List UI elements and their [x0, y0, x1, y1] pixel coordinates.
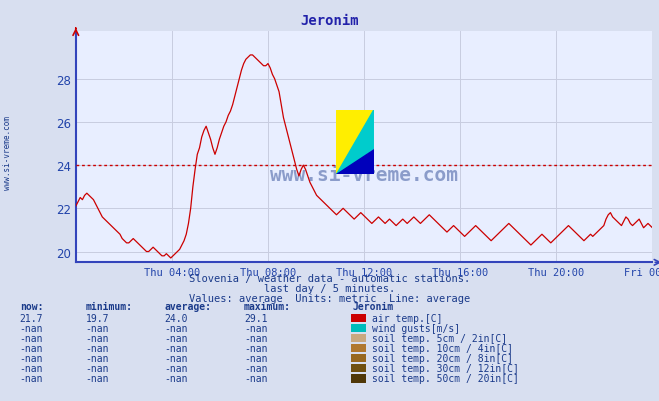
- Text: -nan: -nan: [165, 363, 188, 373]
- Text: Values: average  Units: metric  Line: average: Values: average Units: metric Line: aver…: [189, 294, 470, 304]
- Text: last day / 5 minutes.: last day / 5 minutes.: [264, 284, 395, 294]
- Text: -nan: -nan: [244, 363, 268, 373]
- Text: -nan: -nan: [244, 373, 268, 383]
- Text: soil temp. 5cm / 2in[C]: soil temp. 5cm / 2in[C]: [372, 333, 507, 343]
- Text: -nan: -nan: [86, 323, 109, 333]
- Text: -nan: -nan: [20, 333, 43, 343]
- Text: -nan: -nan: [165, 323, 188, 333]
- Polygon shape: [337, 149, 374, 175]
- Text: maximum:: maximum:: [244, 302, 291, 312]
- Text: wind gusts[m/s]: wind gusts[m/s]: [372, 323, 461, 333]
- Text: -nan: -nan: [20, 373, 43, 383]
- Text: -nan: -nan: [20, 353, 43, 363]
- Polygon shape: [337, 111, 374, 175]
- Text: www.si-vreme.com: www.si-vreme.com: [3, 115, 13, 189]
- Text: -nan: -nan: [165, 343, 188, 353]
- Text: -nan: -nan: [86, 343, 109, 353]
- Text: -nan: -nan: [86, 333, 109, 343]
- Text: -nan: -nan: [20, 323, 43, 333]
- Polygon shape: [337, 111, 374, 175]
- Text: -nan: -nan: [244, 343, 268, 353]
- Text: Jeronim: Jeronim: [301, 14, 358, 28]
- Text: 19.7: 19.7: [86, 313, 109, 323]
- Text: 21.7: 21.7: [20, 313, 43, 323]
- Text: -nan: -nan: [165, 373, 188, 383]
- Text: -nan: -nan: [86, 353, 109, 363]
- Text: -nan: -nan: [244, 333, 268, 343]
- Text: -nan: -nan: [86, 373, 109, 383]
- Text: 29.1: 29.1: [244, 313, 268, 323]
- Text: soil temp. 50cm / 20in[C]: soil temp. 50cm / 20in[C]: [372, 373, 519, 383]
- Text: now:: now:: [20, 302, 43, 312]
- Text: soil temp. 20cm / 8in[C]: soil temp. 20cm / 8in[C]: [372, 353, 513, 363]
- Text: -nan: -nan: [20, 343, 43, 353]
- Text: soil temp. 30cm / 12in[C]: soil temp. 30cm / 12in[C]: [372, 363, 519, 373]
- Text: -nan: -nan: [244, 353, 268, 363]
- Text: Slovenia / weather data - automatic stations.: Slovenia / weather data - automatic stat…: [189, 273, 470, 284]
- Text: Jeronim: Jeronim: [353, 302, 393, 312]
- Text: -nan: -nan: [165, 333, 188, 343]
- Text: -nan: -nan: [165, 353, 188, 363]
- Text: average:: average:: [165, 302, 212, 312]
- Text: www.si-vreme.com: www.si-vreme.com: [270, 166, 458, 184]
- Text: 24.0: 24.0: [165, 313, 188, 323]
- Text: minimum:: minimum:: [86, 302, 132, 312]
- Text: air temp.[C]: air temp.[C]: [372, 313, 443, 323]
- Text: soil temp. 10cm / 4in[C]: soil temp. 10cm / 4in[C]: [372, 343, 513, 353]
- Text: -nan: -nan: [20, 363, 43, 373]
- Text: -nan: -nan: [86, 363, 109, 373]
- Text: -nan: -nan: [244, 323, 268, 333]
